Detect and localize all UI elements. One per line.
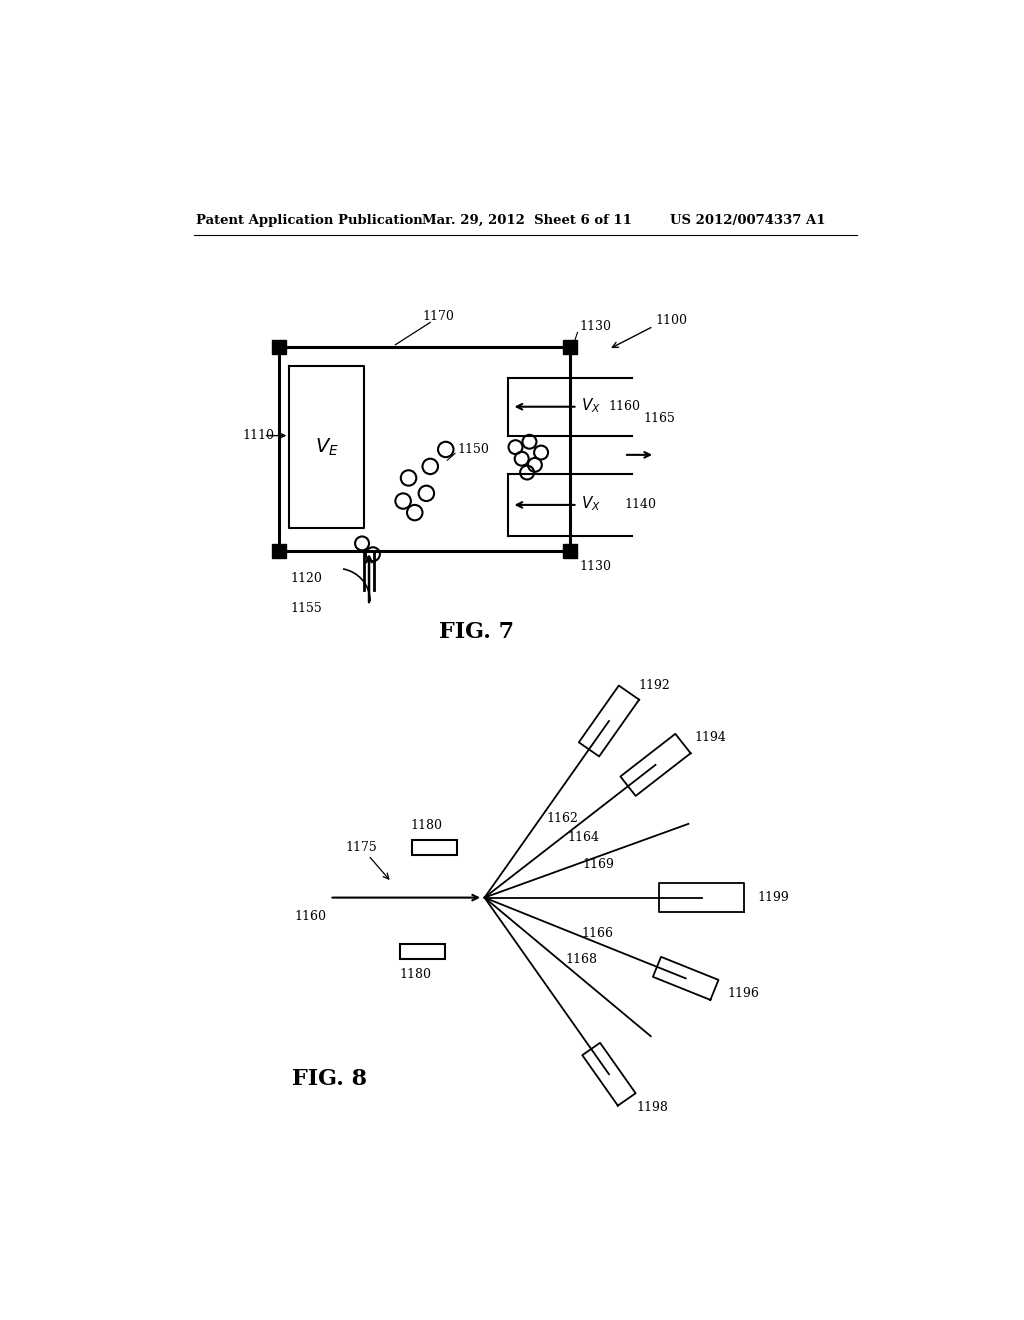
Text: 1160: 1160 — [608, 400, 640, 413]
Bar — [272, 341, 286, 354]
Text: 1168: 1168 — [565, 953, 598, 966]
Polygon shape — [653, 957, 719, 999]
Text: 1170: 1170 — [422, 310, 454, 323]
Text: 1160: 1160 — [295, 911, 327, 924]
Text: FIG. 7: FIG. 7 — [439, 620, 514, 643]
Text: 1164: 1164 — [567, 832, 600, 845]
Text: Patent Application Publication: Patent Application Publication — [197, 214, 423, 227]
Text: 1150: 1150 — [458, 444, 489, 455]
Text: 1175: 1175 — [345, 841, 377, 854]
Polygon shape — [579, 685, 639, 756]
Text: 1198: 1198 — [636, 1101, 668, 1114]
Text: 1155: 1155 — [291, 602, 323, 615]
Text: 1165: 1165 — [643, 412, 675, 425]
Text: 1169: 1169 — [583, 858, 614, 871]
Text: 1162: 1162 — [547, 812, 579, 825]
Bar — [400, 944, 445, 960]
Text: 1120: 1120 — [291, 572, 323, 585]
Text: 1100: 1100 — [655, 314, 687, 326]
Text: 1130: 1130 — [579, 560, 611, 573]
Text: 1130: 1130 — [579, 319, 611, 333]
Text: US 2012/0074337 A1: US 2012/0074337 A1 — [671, 214, 826, 227]
Polygon shape — [583, 1043, 636, 1106]
Bar — [412, 840, 457, 855]
Text: 1199: 1199 — [758, 891, 790, 904]
Text: $V_X$: $V_X$ — [582, 396, 601, 414]
Text: 1192: 1192 — [638, 678, 670, 692]
Polygon shape — [658, 883, 744, 912]
Bar — [563, 341, 577, 354]
Text: $V_X$: $V_X$ — [582, 494, 601, 512]
Text: 1180: 1180 — [411, 820, 442, 833]
Text: 1196: 1196 — [727, 987, 759, 999]
Text: 1140: 1140 — [624, 499, 656, 511]
Text: FIG. 8: FIG. 8 — [292, 1068, 367, 1089]
Text: 1110: 1110 — [243, 429, 274, 442]
Text: 1194: 1194 — [694, 731, 726, 744]
Text: Mar. 29, 2012  Sheet 6 of 11: Mar. 29, 2012 Sheet 6 of 11 — [423, 214, 633, 227]
Text: $V_E$: $V_E$ — [314, 437, 339, 458]
Text: 1166: 1166 — [582, 928, 613, 940]
Bar — [272, 544, 286, 558]
Bar — [563, 544, 577, 558]
Text: 1180: 1180 — [399, 968, 431, 981]
Polygon shape — [621, 734, 690, 796]
